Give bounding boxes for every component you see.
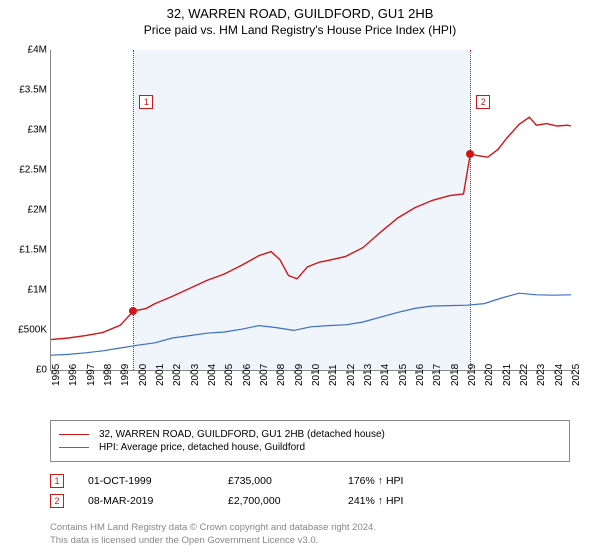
legend-swatch-1 — [59, 434, 89, 435]
event-pct-1: 176% ↑ HPI — [348, 475, 468, 487]
y-tick-label: £500K — [7, 325, 47, 336]
event-rows: 1 01-OCT-1999 £735,000 176% ↑ HPI 2 08-M… — [50, 468, 570, 514]
chart-container: 32, WARREN ROAD, GUILDFORD, GU1 2HB Pric… — [0, 0, 600, 560]
legend-label-1: 32, WARREN ROAD, GUILDFORD, GU1 2HB (det… — [99, 429, 385, 440]
legend-row: 32, WARREN ROAD, GUILDFORD, GU1 2HB (det… — [59, 429, 561, 440]
event-row-1: 1 01-OCT-1999 £735,000 176% ↑ HPI — [50, 474, 570, 488]
y-tick-label: £1M — [7, 285, 47, 296]
event-marker-1: 1 — [50, 474, 64, 488]
y-tick-label: £0 — [7, 365, 47, 376]
footer-attribution: Contains HM Land Registry data © Crown c… — [50, 522, 570, 548]
legend-row: HPI: Average price, detached house, Guil… — [59, 442, 561, 453]
y-tick-label: £2M — [7, 205, 47, 216]
title-block: 32, WARREN ROAD, GUILDFORD, GU1 2HB Pric… — [0, 0, 600, 37]
title-sub: Price paid vs. HM Land Registry's House … — [0, 23, 600, 37]
y-tick-label: £3M — [7, 125, 47, 136]
event-price-2: £2,700,000 — [228, 495, 348, 507]
footer-line-1: Contains HM Land Registry data © Crown c… — [50, 522, 570, 535]
event-marker-2: 2 — [50, 494, 64, 508]
series-line — [51, 293, 571, 355]
event-date-2: 08-MAR-2019 — [88, 495, 228, 507]
series-line — [51, 117, 571, 339]
y-tick-label: £2.5M — [7, 165, 47, 176]
chart-plot-area: £0£500K£1M£1.5M£2M£2.5M£3M£3.5M£4M199519… — [50, 50, 571, 371]
footer-line-2: This data is licensed under the Open Gov… — [50, 535, 570, 548]
series-marker-dot — [129, 307, 137, 315]
y-tick-label: £1.5M — [7, 245, 47, 256]
event-row-2: 2 08-MAR-2019 £2,700,000 241% ↑ HPI — [50, 494, 570, 508]
legend-label-2: HPI: Average price, detached house, Guil… — [99, 442, 305, 453]
series-marker-dot — [466, 150, 474, 158]
event-price-1: £735,000 — [228, 475, 348, 487]
legend: 32, WARREN ROAD, GUILDFORD, GU1 2HB (det… — [50, 420, 570, 462]
event-pct-2: 241% ↑ HPI — [348, 495, 468, 507]
title-main: 32, WARREN ROAD, GUILDFORD, GU1 2HB — [0, 6, 600, 21]
legend-swatch-2 — [59, 447, 89, 448]
x-tick-label: 2025 — [571, 364, 582, 386]
event-date-1: 01-OCT-1999 — [88, 475, 228, 487]
y-tick-label: £4M — [7, 45, 47, 56]
y-tick-label: £3.5M — [7, 85, 47, 96]
